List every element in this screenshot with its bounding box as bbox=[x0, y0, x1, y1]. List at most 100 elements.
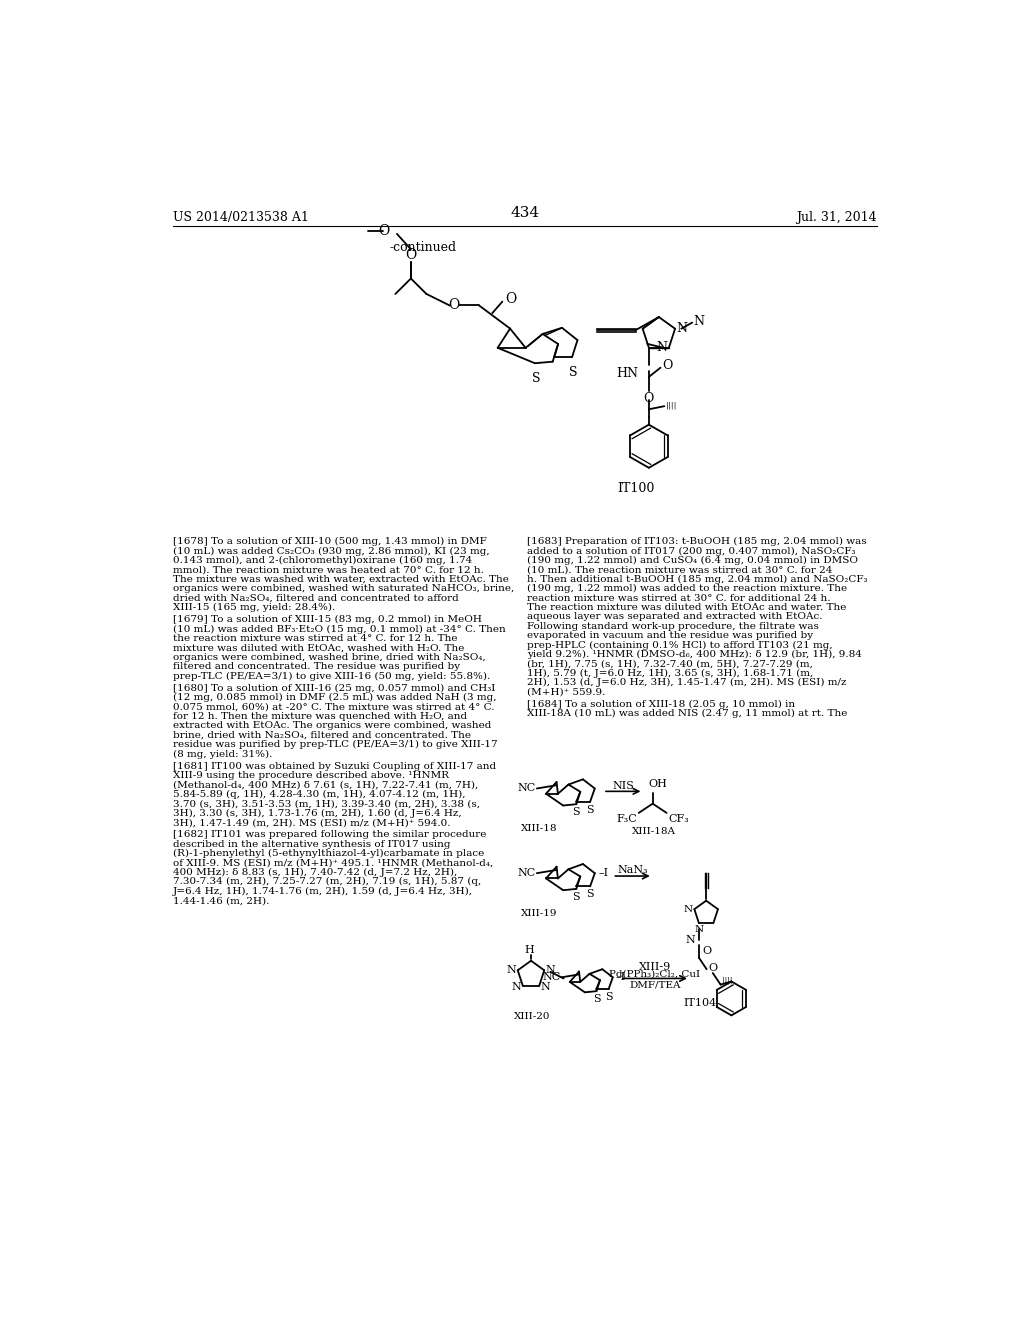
Text: 2H), 1.53 (d, J=6.0 Hz, 3H), 1.45-1.47 (m, 2H). MS (ESI) m/z: 2H), 1.53 (d, J=6.0 Hz, 3H), 1.45-1.47 (… bbox=[527, 678, 847, 688]
Text: -continued: -continued bbox=[390, 240, 457, 253]
Text: N: N bbox=[694, 924, 703, 933]
Text: NC: NC bbox=[542, 973, 560, 982]
Text: prep-HPLC (containing 0.1% HCl) to afford IT103 (21 mg,: prep-HPLC (containing 0.1% HCl) to affor… bbox=[527, 640, 833, 649]
Text: O: O bbox=[378, 224, 389, 238]
Text: S: S bbox=[593, 994, 600, 1005]
Text: XIII-9: XIII-9 bbox=[639, 961, 671, 972]
Text: –I: –I bbox=[615, 973, 626, 982]
Text: XIII-20: XIII-20 bbox=[514, 1011, 551, 1020]
Text: CF₃: CF₃ bbox=[669, 813, 689, 824]
Text: 0.143 mmol), and 2-(chloromethyl)oxirane (160 mg, 1.74: 0.143 mmol), and 2-(chloromethyl)oxirane… bbox=[173, 556, 472, 565]
Text: DMF/TEA: DMF/TEA bbox=[630, 981, 681, 990]
Text: [1683] Preparation of IT103: t-BuOOH (185 mg, 2.04 mmol) was: [1683] Preparation of IT103: t-BuOOH (18… bbox=[527, 537, 866, 546]
Text: IT104: IT104 bbox=[683, 998, 717, 1007]
Text: evaporated in vacuum and the residue was purified by: evaporated in vacuum and the residue was… bbox=[527, 631, 813, 640]
Text: IT100: IT100 bbox=[616, 482, 654, 495]
Text: [1681] IT100 was obtained by Suzuki Coupling of XIII-17 and: [1681] IT100 was obtained by Suzuki Coup… bbox=[173, 762, 496, 771]
Text: N: N bbox=[677, 322, 688, 335]
Text: brine, dried with Na₂SO₄, filtered and concentrated. The: brine, dried with Na₂SO₄, filtered and c… bbox=[173, 731, 471, 739]
Text: N: N bbox=[656, 341, 668, 354]
Text: the reaction mixture was stirred at 4° C. for 12 h. The: the reaction mixture was stirred at 4° C… bbox=[173, 634, 458, 643]
Text: (br, 1H), 7.75 (s, 1H), 7.32-7.40 (m, 5H), 7.27-7.29 (m,: (br, 1H), 7.75 (s, 1H), 7.32-7.40 (m, 5H… bbox=[527, 660, 813, 668]
Text: NaN₃: NaN₃ bbox=[617, 866, 648, 875]
Text: OH: OH bbox=[648, 779, 667, 789]
Text: NC: NC bbox=[517, 784, 536, 793]
Text: O: O bbox=[644, 392, 654, 405]
Text: N: N bbox=[512, 982, 521, 993]
Text: aqueous layer was separated and extracted with EtOAc.: aqueous layer was separated and extracte… bbox=[527, 612, 822, 622]
Text: added to a solution of IT017 (200 mg, 0.407 mmol), NaSO₂CF₃: added to a solution of IT017 (200 mg, 0.… bbox=[527, 546, 856, 556]
Text: prep-TLC (PE/EA=3/1) to give XIII-16 (50 mg, yield: 55.8%).: prep-TLC (PE/EA=3/1) to give XIII-16 (50… bbox=[173, 672, 490, 681]
Text: (M+H)⁺ 559.9.: (M+H)⁺ 559.9. bbox=[527, 688, 605, 697]
Text: [1679] To a solution of XIII-15 (83 mg, 0.2 mmol) in MeOH: [1679] To a solution of XIII-15 (83 mg, … bbox=[173, 615, 482, 624]
Text: (10 mL) was added Cs₂CO₃ (930 mg, 2.86 mmol), KI (23 mg,: (10 mL) was added Cs₂CO₃ (930 mg, 2.86 m… bbox=[173, 546, 489, 556]
Text: N: N bbox=[541, 982, 551, 993]
Text: (190 mg, 1.22 mmol) and CuSO₄ (6.4 mg, 0.04 mmol) in DMSO: (190 mg, 1.22 mmol) and CuSO₄ (6.4 mg, 0… bbox=[527, 556, 858, 565]
Text: organics were combined, washed brine, dried with Na₂SO₄,: organics were combined, washed brine, dr… bbox=[173, 653, 485, 661]
Text: mixture was diluted with EtOAc, washed with H₂O. The: mixture was diluted with EtOAc, washed w… bbox=[173, 643, 464, 652]
Text: O: O bbox=[709, 962, 717, 973]
Text: O: O bbox=[447, 298, 459, 313]
Text: N: N bbox=[693, 314, 705, 327]
Text: XIII-15 (165 mg, yield: 28.4%).: XIII-15 (165 mg, yield: 28.4%). bbox=[173, 603, 335, 612]
Text: (12 mg, 0.085 mmol) in DMF (2.5 mL) was added NaH (3 mg,: (12 mg, 0.085 mmol) in DMF (2.5 mL) was … bbox=[173, 693, 497, 702]
Text: extracted with EtOAc. The organics were combined, washed: extracted with EtOAc. The organics were … bbox=[173, 721, 492, 730]
Text: Following standard work-up procedure, the filtrate was: Following standard work-up procedure, th… bbox=[527, 622, 819, 631]
Text: XIII-18A (10 mL) was added NIS (2.47 g, 11 mmol) at rt. The: XIII-18A (10 mL) was added NIS (2.47 g, … bbox=[527, 709, 848, 718]
Text: ||||: |||| bbox=[666, 401, 678, 409]
Text: [1678] To a solution of XIII-10 (500 mg, 1.43 mmol) in DMF: [1678] To a solution of XIII-10 (500 mg,… bbox=[173, 537, 486, 546]
Text: 3H), 3.30 (s, 3H), 1.73-1.76 (m, 2H), 1.60 (d, J=6.4 Hz,: 3H), 3.30 (s, 3H), 1.73-1.76 (m, 2H), 1.… bbox=[173, 809, 462, 818]
Text: 5.84-5.89 (q, 1H), 4.28-4.30 (m, 1H), 4.07-4.12 (m, 1H),: 5.84-5.89 (q, 1H), 4.28-4.30 (m, 1H), 4.… bbox=[173, 789, 466, 799]
Text: ||||: |||| bbox=[722, 977, 732, 985]
Text: O: O bbox=[406, 248, 417, 263]
Text: [1680] To a solution of XIII-16 (25 mg, 0.057 mmol) and CH₃I: [1680] To a solution of XIII-16 (25 mg, … bbox=[173, 684, 496, 693]
Text: N: N bbox=[685, 935, 695, 945]
Text: 3H), 1.47-1.49 (m, 2H). MS (ESI) m/z (M+H)⁺ 594.0.: 3H), 1.47-1.49 (m, 2H). MS (ESI) m/z (M+… bbox=[173, 818, 451, 828]
Text: Pd(PPh₃)₂Cl₂, CuI: Pd(PPh₃)₂Cl₂, CuI bbox=[609, 969, 700, 978]
Text: N: N bbox=[546, 965, 556, 975]
Text: S: S bbox=[587, 890, 594, 899]
Text: of XIII-9. MS (ESI) m/z (M+H)⁺ 495.1. ¹HNMR (Methanol-d₄,: of XIII-9. MS (ESI) m/z (M+H)⁺ 495.1. ¹H… bbox=[173, 858, 494, 867]
Text: The mixture was washed with water, extracted with EtOAc. The: The mixture was washed with water, extra… bbox=[173, 574, 509, 583]
Text: Jul. 31, 2014: Jul. 31, 2014 bbox=[796, 211, 877, 224]
Text: XIII-18A: XIII-18A bbox=[632, 826, 676, 836]
Text: yield 9.2%). ¹HNMR (DMSO-d₆, 400 MHz): δ 12.9 (br, 1H), 9.84: yield 9.2%). ¹HNMR (DMSO-d₆, 400 MHz): δ… bbox=[527, 649, 862, 659]
Text: S: S bbox=[587, 805, 594, 814]
Text: US 2014/0213538 A1: US 2014/0213538 A1 bbox=[173, 211, 309, 224]
Text: reaction mixture was stirred at 30° C. for additional 24 h.: reaction mixture was stirred at 30° C. f… bbox=[527, 594, 830, 603]
Text: –I: –I bbox=[598, 869, 608, 878]
Text: (190 mg, 1.22 mmol) was added to the reaction mixture. The: (190 mg, 1.22 mmol) was added to the rea… bbox=[527, 585, 847, 593]
Text: 1H), 5.79 (t, J=6.0 Hz, 1H), 3.65 (s, 3H), 1.68-1.71 (m,: 1H), 5.79 (t, J=6.0 Hz, 1H), 3.65 (s, 3H… bbox=[527, 669, 813, 678]
Text: dried with Na₂SO₄, filtered and concentrated to afford: dried with Na₂SO₄, filtered and concentr… bbox=[173, 594, 459, 603]
Text: XIII-18: XIII-18 bbox=[521, 825, 558, 833]
Text: XIII-19: XIII-19 bbox=[521, 909, 558, 919]
Text: S: S bbox=[532, 372, 541, 385]
Text: XIII-9 using the procedure described above. ¹HNMR: XIII-9 using the procedure described abo… bbox=[173, 771, 449, 780]
Text: The reaction mixture was diluted with EtOAc and water. The: The reaction mixture was diluted with Et… bbox=[527, 603, 847, 612]
Text: F₃C: F₃C bbox=[616, 813, 637, 824]
Text: filtered and concentrated. The residue was purified by: filtered and concentrated. The residue w… bbox=[173, 663, 460, 671]
Text: [1684] To a solution of XIII-18 (2.05 g, 10 mmol) in: [1684] To a solution of XIII-18 (2.05 g,… bbox=[527, 700, 796, 709]
Text: 1.44-1.46 (m, 2H).: 1.44-1.46 (m, 2H). bbox=[173, 896, 269, 906]
Text: 400 MHz): δ 8.83 (s, 1H), 7.40-7.42 (d, J=7.2 Hz, 2H),: 400 MHz): δ 8.83 (s, 1H), 7.40-7.42 (d, … bbox=[173, 869, 457, 876]
Text: O: O bbox=[663, 359, 673, 372]
Text: (R)-1-phenylethyl (5-ethynylthiazol-4-yl)carbamate in place: (R)-1-phenylethyl (5-ethynylthiazol-4-yl… bbox=[173, 849, 484, 858]
Text: 3.70 (s, 3H), 3.51-3.53 (m, 1H), 3.39-3.40 (m, 2H), 3.38 (s,: 3.70 (s, 3H), 3.51-3.53 (m, 1H), 3.39-3.… bbox=[173, 800, 480, 808]
Text: NC: NC bbox=[517, 869, 536, 878]
Text: NIS: NIS bbox=[612, 780, 634, 791]
Text: mmol). The reaction mixture was heated at 70° C. for 12 h.: mmol). The reaction mixture was heated a… bbox=[173, 565, 483, 574]
Text: N: N bbox=[507, 965, 516, 975]
Text: organics were combined, washed with saturated NaHCO₃, brine,: organics were combined, washed with satu… bbox=[173, 585, 514, 593]
Text: residue was purified by prep-TLC (PE/EA=3/1) to give XIII-17: residue was purified by prep-TLC (PE/EA=… bbox=[173, 741, 498, 750]
Text: S: S bbox=[569, 367, 578, 379]
Text: S: S bbox=[572, 808, 581, 817]
Text: (Methanol-d₄, 400 MHz) δ 7.61 (s, 1H), 7.22-7.41 (m, 7H),: (Methanol-d₄, 400 MHz) δ 7.61 (s, 1H), 7… bbox=[173, 780, 478, 789]
Text: S: S bbox=[572, 892, 581, 902]
Text: 0.075 mmol, 60%) at -20° C. The mixture was stirred at 4° C.: 0.075 mmol, 60%) at -20° C. The mixture … bbox=[173, 702, 495, 711]
Text: 434: 434 bbox=[510, 206, 540, 220]
Text: HN: HN bbox=[616, 367, 638, 380]
Text: described in the alternative synthesis of IT017 using: described in the alternative synthesis o… bbox=[173, 840, 451, 849]
Text: O: O bbox=[702, 945, 712, 956]
Text: S: S bbox=[605, 991, 612, 1002]
Text: (10 mL) was added BF₃·Et₂O (15 mg, 0.1 mmol) at -34° C. Then: (10 mL) was added BF₃·Et₂O (15 mg, 0.1 m… bbox=[173, 624, 506, 634]
